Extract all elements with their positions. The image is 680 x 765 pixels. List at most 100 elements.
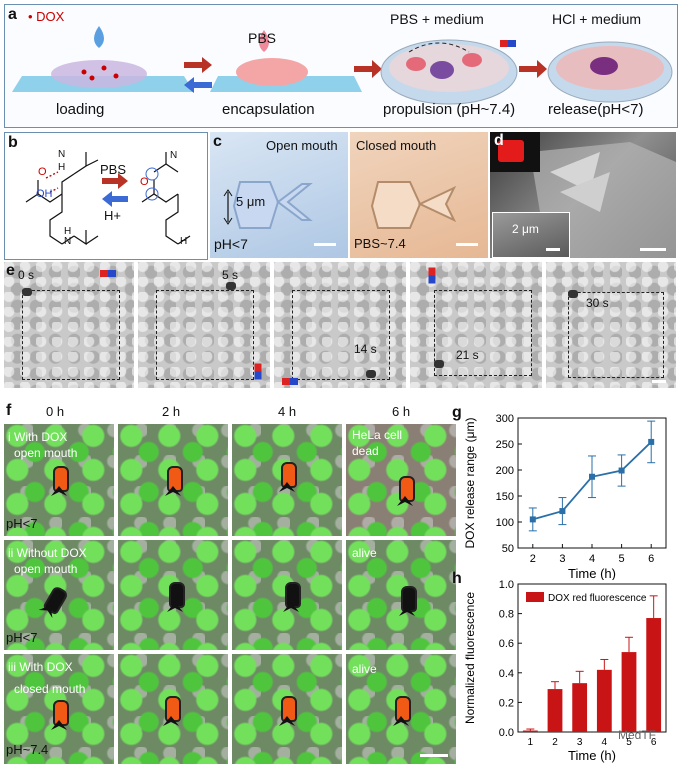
row-i-status-1: HeLa cell	[352, 428, 403, 442]
row-i-status-2: dead	[352, 444, 379, 458]
ph-open: pH<7	[214, 236, 248, 252]
y-axis-label: Normalized fluorescence	[463, 592, 477, 724]
microrobot	[568, 290, 578, 298]
y-tick-label: 150	[496, 491, 514, 503]
bar	[621, 652, 637, 732]
dox-legend: • DOX	[28, 9, 65, 24]
chart-h: 0.0 0.2 0.4 0.6 0.8 1.0 1 2 3 4 5 6 DOX red fluoresc…	[463, 579, 667, 763]
y-tick-label: 200	[496, 465, 514, 477]
atom-h: H	[58, 162, 66, 173]
time-21s: 21 s	[456, 348, 479, 362]
scale-bar	[456, 243, 478, 246]
stage-propulsion: propulsion (pH~7.4)	[383, 101, 516, 118]
bar	[522, 730, 538, 732]
magnet-icon	[428, 267, 436, 284]
col-4h: 4 h	[278, 404, 297, 419]
x-axis-label: Time (h)	[568, 566, 616, 580]
data-point	[559, 508, 566, 515]
panel-a-illustration	[12, 26, 673, 105]
atom-n: N	[58, 149, 66, 160]
scale-bar	[314, 243, 336, 246]
chemical-structure	[25, 152, 191, 246]
y-axis-label: DOX release range (μm)	[463, 418, 477, 549]
microrobot	[22, 288, 32, 296]
row-i-0h	[4, 424, 114, 536]
path-dashed	[408, 42, 470, 53]
x-tick-label: 2	[530, 553, 536, 565]
frame-14s	[274, 262, 406, 388]
atom-o-right: O	[140, 176, 149, 188]
path-square	[434, 290, 532, 376]
y-tick-label: 0.8	[499, 609, 514, 621]
watermark: MedTF	[618, 728, 657, 742]
col-6h: 6 h	[392, 404, 411, 419]
row-i-6h	[346, 424, 456, 536]
row-ii-2h	[118, 540, 228, 650]
row-iii-status: alive	[352, 662, 377, 676]
microrobot	[434, 360, 444, 368]
atom-n-bottom: N	[64, 236, 72, 247]
dox-dot	[89, 75, 95, 81]
magnet-icon	[254, 363, 262, 380]
arrow-release	[519, 60, 547, 78]
path-square	[22, 290, 120, 380]
y-tick-label: 50	[502, 543, 514, 555]
y-tick-label: 250	[496, 439, 514, 451]
magnet-icon	[100, 270, 116, 277]
panel-g-label: g	[452, 404, 462, 421]
stage-encapsulation: encapsulation	[222, 101, 315, 118]
data-point	[529, 516, 536, 523]
row-iii-0h	[4, 654, 114, 764]
closed-mouth-title: Closed mouth	[356, 138, 437, 153]
time-30s: 30 s	[586, 296, 609, 310]
data-point	[648, 438, 655, 445]
fluorescence-inset	[490, 132, 540, 172]
legend-swatch	[526, 592, 544, 602]
row-ii-title-2: open mouth	[14, 562, 78, 576]
x-tick-label: 3	[577, 737, 583, 748]
panel-c-label: c	[213, 133, 222, 150]
arrow-propulsion	[354, 60, 382, 78]
released-cell	[590, 57, 618, 75]
time-14s: 14 s	[354, 342, 377, 356]
path-square	[292, 290, 390, 380]
x-tick-label: 5	[619, 553, 625, 565]
atom-h-bottom-right: H	[180, 236, 188, 247]
panel-e-label: e	[6, 262, 15, 279]
chart-g: 50 100 150 200 250 300 2 3 4 5 6 Time (h) DOX releas…	[463, 413, 667, 580]
y-tick-label: 100	[496, 517, 514, 529]
panel-a-label: a	[8, 6, 17, 23]
scale-bar	[546, 248, 560, 251]
row-i-2h	[118, 424, 228, 536]
open-mouth-title: Open mouth	[266, 138, 338, 153]
magnet-icon	[282, 378, 298, 385]
red-robot	[498, 140, 524, 162]
atom-oh: OH	[36, 188, 53, 200]
dimension-2um: 2 μm	[512, 222, 539, 236]
path-square	[156, 290, 254, 380]
bar	[646, 618, 662, 732]
x-tick-label: 2	[552, 737, 558, 748]
microrobot	[226, 282, 236, 290]
row-iii-6h	[346, 654, 456, 764]
atom-n-right: N	[170, 150, 178, 161]
time-0s: 0 s	[18, 268, 35, 282]
x-tick-label: 6	[648, 553, 654, 565]
dox-dot	[81, 69, 87, 75]
row-iii-2h	[118, 654, 228, 764]
data-point	[618, 467, 625, 474]
row-ii-title-1: ii Without DOX	[8, 546, 87, 560]
row-i-title-1: i With DOX	[8, 430, 68, 444]
panel-c-closed	[350, 132, 488, 258]
plot-frame	[517, 583, 667, 733]
pbs-medium-text: PBS + medium	[390, 11, 484, 27]
row-iii-title-1: iii With DOX	[8, 660, 73, 674]
path-square	[568, 292, 664, 378]
frame-30s	[546, 262, 676, 388]
y-tick-label: 0.2	[499, 697, 514, 709]
row-i-ph: pH<7	[6, 516, 38, 531]
dimension-5um: 5 μm	[236, 194, 266, 209]
stage-release: release(pH<7)	[548, 101, 644, 118]
row-i-title-2: open mouth	[14, 446, 78, 460]
y-tick-label: 0.0	[499, 727, 514, 739]
